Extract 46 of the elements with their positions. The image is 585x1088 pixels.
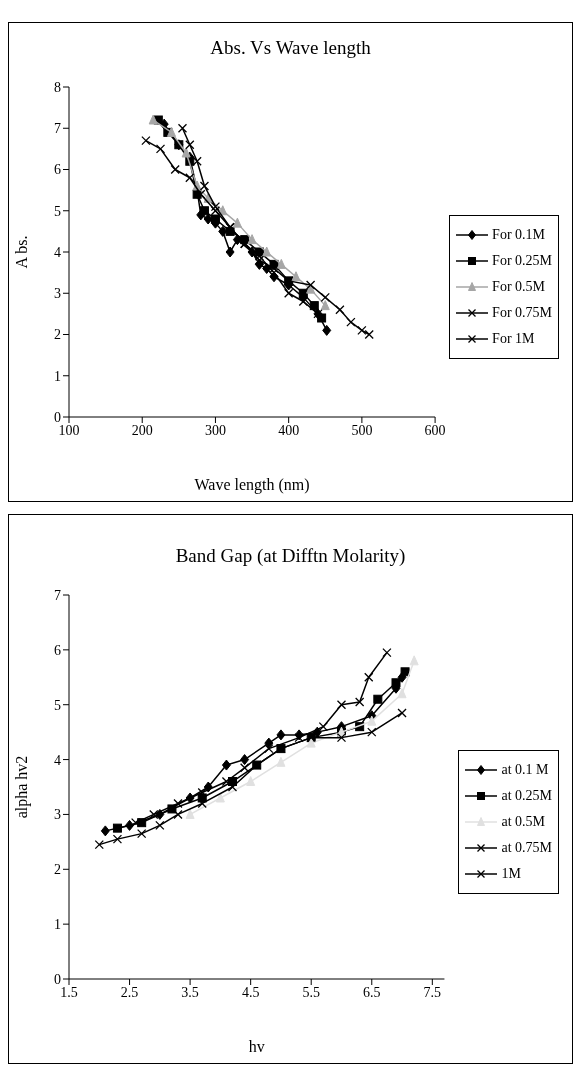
x-tick-label: 100: [58, 422, 80, 438]
y-tick-label: 6: [54, 642, 61, 658]
x-tick-label: 300: [204, 422, 226, 438]
y-tick-label: 5: [54, 203, 61, 219]
y-tick-label: 5: [54, 697, 61, 713]
y-tick-label: 8: [54, 79, 61, 95]
y-tick-label: 4: [54, 752, 61, 768]
x-tick-label: 500: [351, 422, 373, 438]
legend-label: For 1M: [492, 331, 535, 347]
y-tick-label: 3: [54, 807, 61, 823]
legend-label: at 0.25M: [501, 788, 552, 804]
y-tick-label: 1: [54, 917, 61, 933]
y-tick-label: 4: [54, 244, 61, 260]
x-tick-label: 600: [424, 422, 446, 438]
legend-label: For 0.5M: [492, 279, 545, 295]
x-tick-label: 6.5: [363, 984, 381, 1000]
legend-label: 1M: [501, 866, 521, 882]
y-tick-label: 2: [54, 862, 61, 878]
x-tick-label: 5.5: [302, 984, 320, 1000]
y-tick-label: 0: [54, 409, 61, 425]
chart-title: Band Gap (at Difftn Molarity): [174, 544, 407, 568]
y-tick-label: 2: [54, 327, 61, 343]
y-tick-label: 1: [54, 368, 61, 384]
x-tick-label: 400: [278, 422, 300, 438]
legend-label: at 0.5M: [501, 814, 545, 830]
x-tick-label: 3.5: [181, 984, 199, 1000]
x-tick-label: 2.5: [120, 984, 139, 1000]
y-tick-label: 7: [54, 121, 61, 137]
x-tick-label: 7.5: [423, 984, 442, 1000]
x-axis-title: hv: [248, 1038, 265, 1056]
x-axis-title: Wave length (nm): [194, 476, 310, 495]
y-axis-title: A bs.: [12, 235, 30, 269]
legend-label: at 0.1 M: [501, 762, 549, 778]
y-tick-label: 6: [54, 162, 61, 178]
legend-label: For 0.1M: [492, 227, 545, 243]
legend-label: For 0.25M: [492, 253, 552, 269]
y-tick-label: 3: [54, 286, 61, 302]
x-tick-label: 1.5: [60, 984, 78, 1000]
x-tick-label: 200: [131, 422, 153, 438]
legend-label: For 0.75M: [492, 305, 552, 321]
x-tick-label: 4.5: [241, 984, 260, 1000]
legend-label: at 0.75M: [501, 840, 552, 856]
y-tick-label: 7: [54, 587, 61, 603]
y-tick-label: 0: [54, 971, 61, 987]
chart-title: Abs. Vs Wave length: [209, 36, 372, 60]
y-axis-title: alpha hv2: [12, 755, 31, 819]
